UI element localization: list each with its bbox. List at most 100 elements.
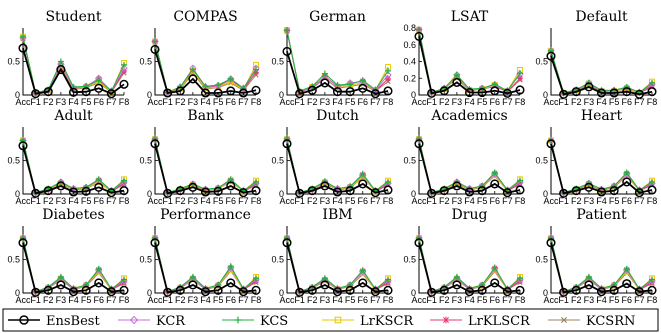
data-point bbox=[370, 89, 380, 99]
x-tick-label: F3 bbox=[452, 295, 463, 305]
x-tick-label: F4 bbox=[68, 295, 79, 305]
panel-axes bbox=[286, 226, 388, 294]
data-point bbox=[427, 287, 437, 297]
panel-title: Dutch bbox=[316, 108, 359, 124]
panel-axes bbox=[22, 127, 124, 195]
y-tick-label: 0 bbox=[279, 288, 284, 298]
x-tick-label: F1 bbox=[162, 97, 173, 107]
data-point bbox=[81, 285, 91, 295]
data-point bbox=[227, 176, 234, 183]
data-point bbox=[623, 83, 630, 90]
data-point bbox=[320, 181, 330, 191]
data-point bbox=[596, 287, 607, 297]
data-point bbox=[282, 139, 292, 149]
series-line bbox=[22, 237, 125, 293]
data-point bbox=[119, 79, 129, 89]
data-point bbox=[57, 58, 64, 65]
data-point bbox=[189, 273, 196, 280]
data-point bbox=[453, 273, 460, 280]
data-point bbox=[56, 181, 66, 191]
data-point bbox=[163, 287, 173, 297]
data-point bbox=[559, 188, 569, 198]
data-point bbox=[81, 186, 91, 196]
x-tick-label: F5 bbox=[213, 196, 224, 206]
data-point bbox=[622, 279, 632, 289]
y-tick-label: 0.5 bbox=[7, 255, 20, 265]
x-tick-label: F4 bbox=[596, 295, 607, 305]
data-point bbox=[57, 60, 65, 68]
x-tick-label: F3 bbox=[56, 295, 67, 305]
data-point bbox=[385, 67, 391, 74]
data-point bbox=[647, 185, 657, 195]
data-point bbox=[359, 77, 366, 84]
x-tick-label: F8 bbox=[515, 97, 526, 107]
data-point bbox=[251, 285, 261, 295]
x-tick-label: F7 bbox=[634, 97, 645, 107]
series-ensbest bbox=[282, 46, 393, 99]
x-tick-label: F4 bbox=[200, 97, 211, 107]
series-line bbox=[286, 139, 389, 194]
data-point bbox=[571, 285, 581, 295]
data-point bbox=[31, 188, 41, 198]
series-line bbox=[418, 138, 521, 194]
data-point bbox=[515, 85, 525, 95]
data-point bbox=[238, 188, 248, 198]
data-point bbox=[295, 89, 305, 99]
series-ensbest bbox=[414, 238, 525, 297]
data-point bbox=[150, 238, 160, 248]
y-tick-label: 0 bbox=[15, 189, 20, 199]
data-point bbox=[584, 182, 594, 192]
data-point bbox=[43, 87, 53, 97]
x-tick-label: F2 bbox=[571, 196, 582, 206]
panel-axes bbox=[418, 28, 520, 96]
series-line bbox=[550, 237, 653, 293]
x-tick-label: Acc bbox=[279, 196, 295, 206]
panel-diabetes: Diabetes 0 0.5 Acc F1 F2 F3 F4 F5 F6 F7 F8 bbox=[7, 207, 129, 305]
series-kcs bbox=[284, 136, 391, 196]
data-point bbox=[202, 83, 209, 90]
data-point bbox=[227, 263, 234, 270]
data-point bbox=[517, 275, 523, 282]
data-point bbox=[649, 178, 655, 185]
y-tick-label: 0 bbox=[543, 90, 548, 100]
x-tick-label: F5 bbox=[213, 295, 224, 305]
x-tick-label: F6 bbox=[93, 97, 104, 107]
x-tick-label: F5 bbox=[345, 97, 356, 107]
series-ensbest bbox=[546, 139, 657, 198]
legend-label: EnsBest bbox=[46, 314, 100, 329]
x-tick-label: F8 bbox=[515, 295, 526, 305]
y-tick-label: 0 bbox=[543, 189, 548, 199]
x-tick-label: Acc bbox=[147, 196, 163, 206]
data-point bbox=[284, 235, 290, 242]
panel-title: Heart bbox=[581, 108, 623, 124]
data-point bbox=[623, 169, 630, 176]
data-point bbox=[150, 139, 160, 149]
data-point bbox=[81, 87, 91, 97]
series-line bbox=[154, 138, 257, 194]
x-tick-label: F7 bbox=[502, 97, 513, 107]
data-point bbox=[502, 287, 512, 297]
series-line bbox=[22, 237, 125, 293]
x-tick-label: F4 bbox=[596, 97, 607, 107]
legend-marker bbox=[560, 316, 568, 324]
data-point bbox=[611, 182, 618, 189]
x-tick-label: F5 bbox=[345, 196, 356, 206]
legend-label: LrKLSCR bbox=[468, 314, 531, 329]
series-lrkscr bbox=[416, 26, 523, 96]
x-tick-label: F4 bbox=[464, 196, 475, 206]
x-tick-label: F4 bbox=[332, 97, 343, 107]
data-point bbox=[321, 275, 328, 282]
x-tick-label: F7 bbox=[502, 295, 513, 305]
series-line bbox=[550, 140, 653, 194]
x-tick-label: F4 bbox=[332, 196, 343, 206]
x-tick-label: F7 bbox=[238, 196, 249, 206]
series-line bbox=[418, 139, 521, 194]
data-point bbox=[213, 88, 223, 98]
x-tick-label: F7 bbox=[238, 295, 249, 305]
series-ensbest bbox=[546, 51, 657, 99]
data-point bbox=[383, 185, 393, 195]
panel-title: Default bbox=[575, 9, 628, 25]
x-tick-label: F7 bbox=[502, 196, 513, 206]
data-point bbox=[479, 182, 486, 189]
data-point bbox=[609, 186, 619, 196]
